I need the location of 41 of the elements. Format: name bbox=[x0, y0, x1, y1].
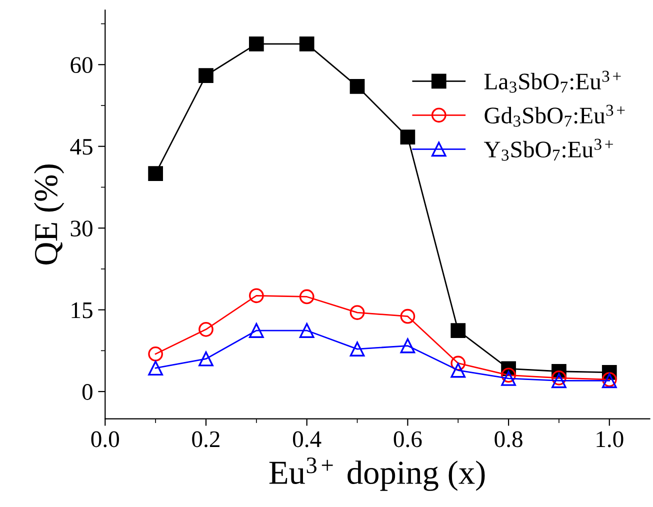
legend-label: Gd$_{3}$SbO$_{7}$:Eu$^{3+}$ bbox=[484, 104, 625, 127]
point bbox=[148, 346, 163, 362]
y-tick-label: 30 bbox=[70, 220, 92, 237]
point bbox=[350, 78, 365, 94]
point bbox=[248, 288, 264, 304]
point bbox=[400, 308, 416, 324]
point bbox=[501, 368, 516, 383]
point bbox=[198, 351, 214, 366]
y-tick-label: 60 bbox=[70, 57, 92, 74]
x-tick-label: 0.4 bbox=[292, 431, 322, 448]
x-tick-label: 1.0 bbox=[596, 431, 624, 448]
point bbox=[299, 289, 314, 304]
point bbox=[450, 323, 466, 338]
point bbox=[350, 342, 365, 356]
x-tick-label: 0.2 bbox=[192, 431, 220, 448]
point bbox=[198, 68, 214, 83]
point bbox=[148, 360, 163, 376]
point bbox=[248, 36, 264, 52]
y-tick-label: 15 bbox=[72, 302, 92, 318]
point bbox=[552, 373, 566, 388]
point bbox=[248, 323, 264, 338]
point bbox=[400, 338, 416, 354]
point bbox=[552, 370, 566, 386]
x-tick-label: 0.8 bbox=[494, 431, 522, 448]
x-tick-label: 0.6 bbox=[394, 431, 422, 448]
y-axis-title: QE (%) bbox=[34, 164, 64, 264]
point bbox=[148, 166, 163, 182]
y-tick-label: 0 bbox=[82, 384, 92, 400]
y-tick-label: 45 bbox=[70, 139, 92, 155]
point bbox=[450, 362, 466, 378]
legend-label: Y$_{3}$SbO$_{7}$:Eu$^{3+}$ bbox=[484, 138, 613, 161]
legend-label: La$_{3}$SbO$_{7}$:Eu$^{3+}$ bbox=[484, 70, 621, 93]
point bbox=[350, 305, 365, 320]
point bbox=[198, 322, 214, 337]
x-axis-title: Eu$^{3+}$ doping (x) bbox=[269, 458, 485, 491]
point bbox=[299, 323, 314, 338]
x-tick-label: 0.0 bbox=[91, 431, 119, 448]
point bbox=[400, 130, 416, 145]
point bbox=[501, 371, 516, 386]
point bbox=[450, 356, 466, 371]
point bbox=[299, 36, 314, 52]
